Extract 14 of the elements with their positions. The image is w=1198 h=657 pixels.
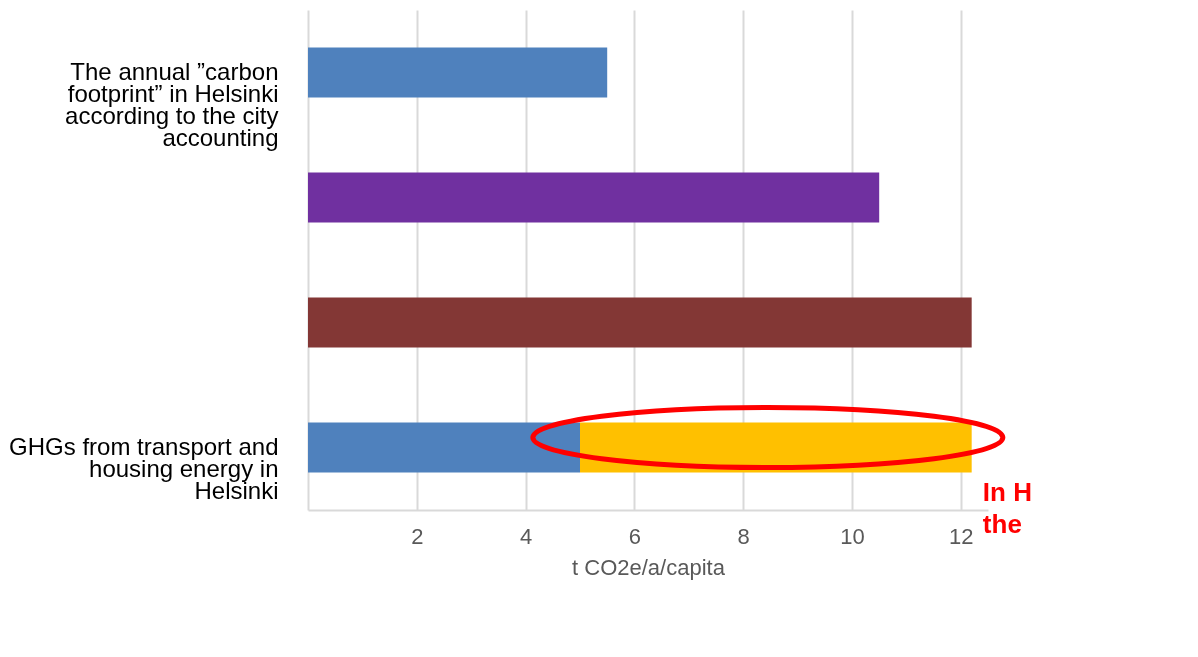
x-tick-label: 4 xyxy=(519,523,533,549)
x-tick-label: 10 xyxy=(840,523,865,549)
x-tick-label: 2 xyxy=(411,523,424,549)
x-tick-label: 6 xyxy=(628,523,642,549)
x-tick-label: 12 xyxy=(949,523,974,549)
x-tick-label: 8 xyxy=(737,523,750,549)
x-axis-title: t CO2e/a/capita xyxy=(572,554,726,580)
bar xyxy=(308,47,608,98)
annotation: the xyxy=(982,507,1023,540)
bar xyxy=(308,172,880,223)
y-tick-label: GHGs from transport and housing energy in Helsinki xyxy=(9,432,279,504)
annotation: In H xyxy=(982,475,1032,508)
y-tick-label: The annual ”carbon footprint” in Helsinki according to the city accounting xyxy=(65,57,279,151)
bar xyxy=(308,297,972,348)
